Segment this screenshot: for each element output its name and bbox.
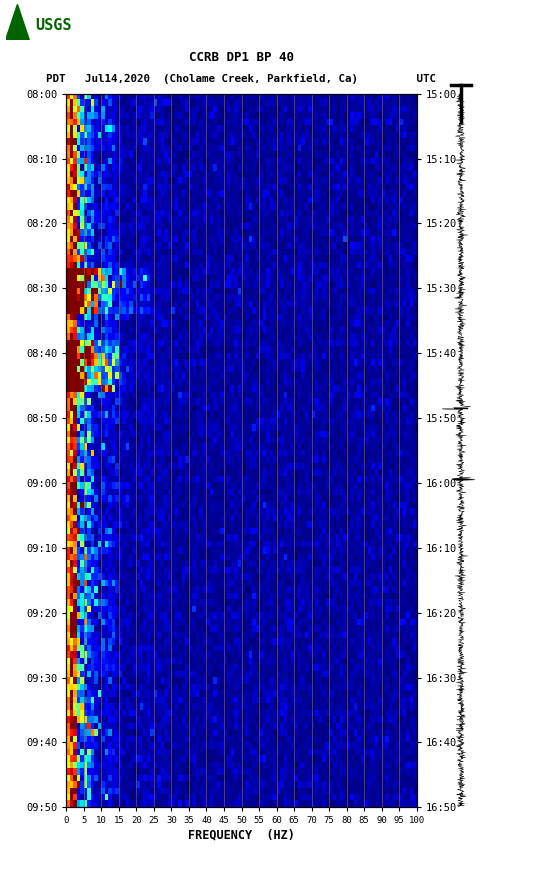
Text: PDT   Jul14,2020  (Cholame Creek, Parkfield, Ca)         UTC: PDT Jul14,2020 (Cholame Creek, Parkfield… <box>46 73 437 84</box>
Text: USGS: USGS <box>35 19 72 33</box>
X-axis label: FREQUENCY  (HZ): FREQUENCY (HZ) <box>188 828 295 841</box>
Text: CCRB DP1 BP 40: CCRB DP1 BP 40 <box>189 52 294 64</box>
Polygon shape <box>6 4 29 40</box>
